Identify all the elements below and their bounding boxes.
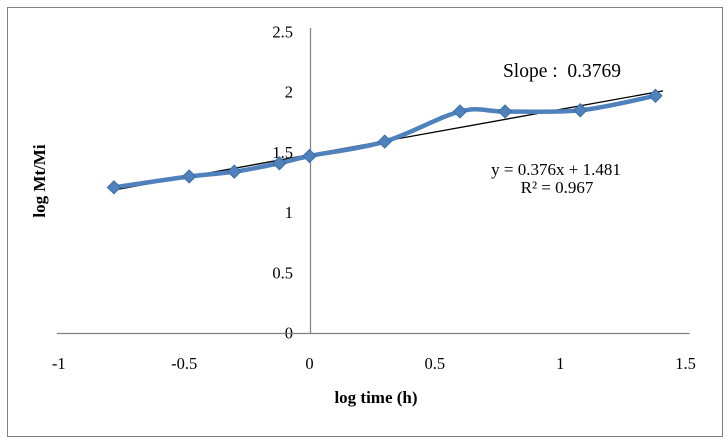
slope-annotation: Slope : 0.3769 xyxy=(503,61,621,82)
y-tick-label: 1 xyxy=(285,203,293,222)
y-tick-label: 1.5 xyxy=(272,143,293,162)
y-tick-label: 0.5 xyxy=(272,263,293,282)
data-point-marker xyxy=(302,148,317,164)
x-tick-label: 1 xyxy=(556,354,564,373)
x-tick-label: -0.5 xyxy=(171,354,197,373)
y-tick-label: 2 xyxy=(285,83,293,102)
r-squared-value: R² = 0.967 xyxy=(521,178,594,197)
trendline-equation: y = 0.376x + 1.481 xyxy=(491,160,621,179)
x-tick-label: 1.5 xyxy=(675,354,696,373)
chart-border xyxy=(7,7,723,437)
data-point-marker xyxy=(573,103,588,118)
x-tick-label: 0 xyxy=(305,354,313,373)
x-tick-label: 0.5 xyxy=(425,354,446,373)
data-point-marker xyxy=(648,88,663,104)
data-point-marker xyxy=(106,180,122,195)
y-axis-title: log Mt/Mi xyxy=(30,144,49,217)
x-tick-label: -1 xyxy=(52,354,66,373)
data-point-marker xyxy=(452,104,468,119)
data-point-marker xyxy=(181,169,197,184)
y-tick-label: 2.5 xyxy=(272,23,293,42)
data-point-marker xyxy=(377,134,392,149)
series-line xyxy=(111,93,658,190)
data-point-marker xyxy=(227,164,242,179)
data-point-marker xyxy=(272,156,287,171)
data-point-marker xyxy=(497,104,513,119)
x-axis-title: log time (h) xyxy=(334,388,417,407)
